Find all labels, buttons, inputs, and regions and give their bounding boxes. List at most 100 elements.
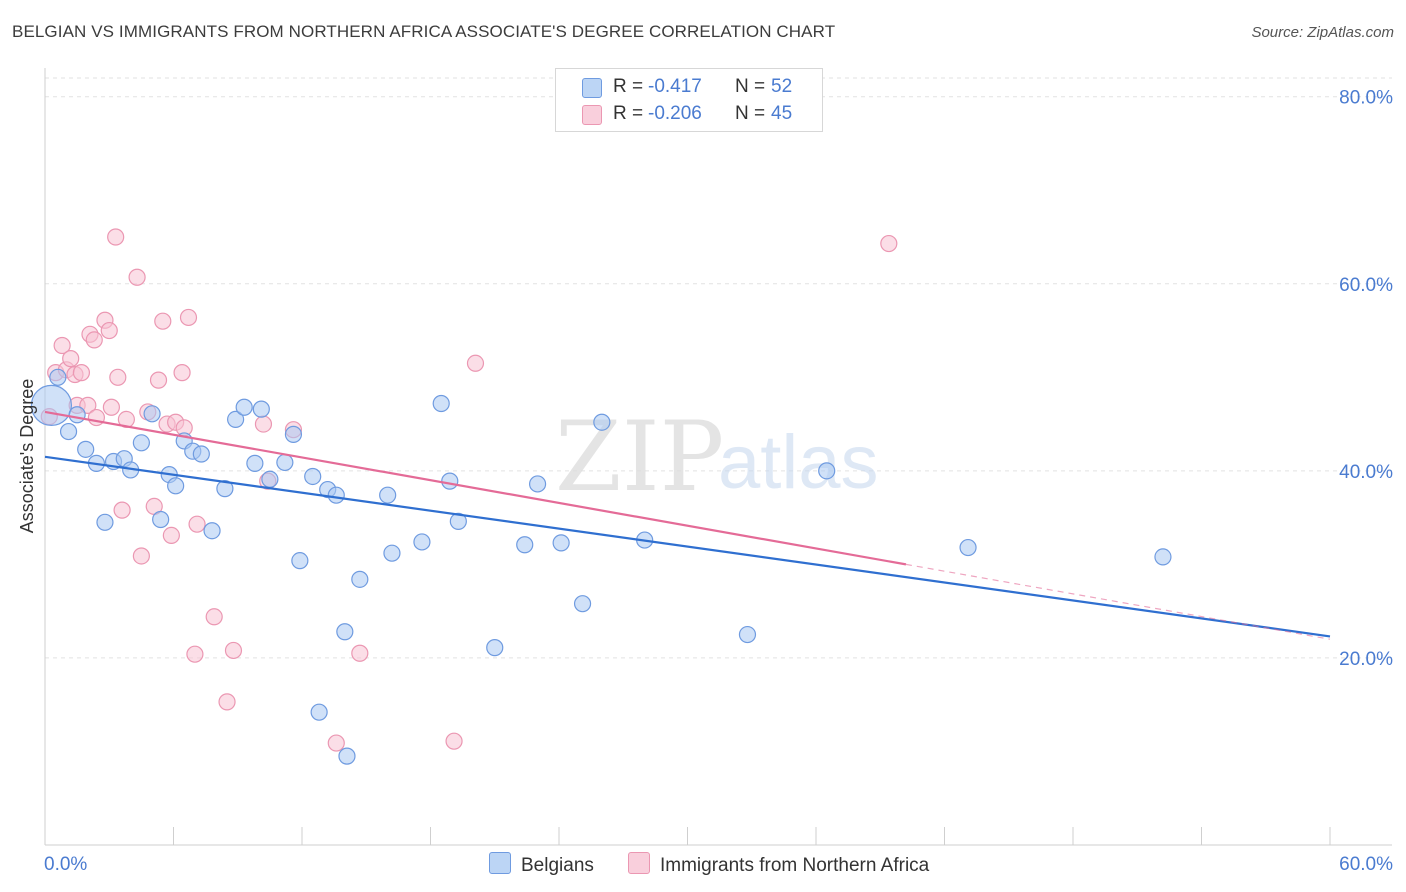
belgians-point (49, 368, 67, 386)
belgians-point (310, 703, 328, 721)
x-tick-label: 0.0% (44, 854, 87, 875)
immigrants-point (162, 526, 180, 544)
chart-title: BELGIAN VS IMMIGRANTS FROM NORTHERN AFRI… (12, 22, 836, 41)
watermark-zip: ZIP (555, 401, 724, 513)
stats-legend: R = -0.417 N = 52 R = -0.206 N = 45 (555, 68, 823, 132)
immigrants-point (445, 732, 463, 750)
belgians-point (246, 454, 264, 472)
y-tick-label: 20.0% (1339, 649, 1393, 670)
belgians-point (441, 472, 459, 490)
belgians-point (552, 534, 570, 552)
belgians-point (96, 513, 114, 531)
belgians-point (284, 425, 303, 443)
immigrants-trend-line (44, 410, 907, 566)
immigrants-point (327, 734, 345, 752)
immigrants-point (154, 312, 172, 330)
belgians-point (143, 405, 161, 423)
belgians-point (235, 398, 253, 416)
belgians-point (261, 470, 279, 488)
belgians-point (818, 462, 836, 480)
immigrants-trend-extension (905, 563, 1331, 640)
y-tick-label: 80.0% (1339, 88, 1393, 109)
belgians-point (167, 477, 185, 495)
immigrants-point (173, 364, 191, 382)
immigrants-point (113, 501, 131, 519)
belgians-point (77, 440, 95, 458)
belgians-point (203, 522, 221, 540)
grid-lines (45, 77, 1392, 659)
immigrants-point (149, 371, 168, 389)
belgians-legend-swatch (489, 852, 511, 874)
belgians-point (1154, 548, 1172, 566)
belgians-point (291, 552, 309, 570)
axes (44, 68, 1392, 846)
belgians-point (227, 410, 245, 429)
belgians-point (252, 400, 270, 418)
belgians-point (132, 434, 150, 452)
immigrants-legend-label: Immigrants from Northern Africa (660, 855, 930, 876)
belgians-point (68, 406, 86, 424)
belgians-trend-line (44, 455, 1331, 638)
belgians-point (379, 486, 397, 504)
belgians-point (152, 510, 170, 529)
belgians-point (192, 445, 210, 463)
belgians-point (413, 533, 431, 551)
belgians-point (432, 394, 450, 413)
legend-row-belgians: R = -0.417 N = 52 (556, 73, 822, 101)
belgians-point (738, 625, 757, 644)
immigrants-point (100, 321, 118, 340)
belgians-point (276, 453, 294, 472)
immigrants-point (128, 268, 146, 286)
immigrants-point (107, 228, 125, 246)
belgians-point (338, 747, 356, 765)
belgians-point (516, 536, 534, 554)
n-label: N = (735, 76, 766, 97)
immigrants-point (218, 693, 236, 711)
belgians-point (304, 467, 322, 486)
belgians-swatch (582, 78, 602, 98)
watermark-atlas: atlas (718, 420, 879, 505)
source-credit: Source: ZipAtlas.com (1251, 24, 1394, 41)
n-value: 52 (771, 76, 793, 97)
immigrants-point (53, 336, 71, 355)
belgians-point (336, 623, 354, 641)
x-tick-label: 60.0% (1339, 854, 1393, 875)
y-tick-label: 60.0% (1339, 275, 1393, 296)
immigrants-point (466, 354, 485, 372)
belgians-point (573, 595, 592, 613)
immigrants-point (205, 608, 223, 626)
r-label: R = (613, 76, 644, 97)
legend-row-immigrants: R = -0.206 N = 45 (556, 100, 822, 128)
n-value: 45 (771, 103, 793, 124)
n-label: N = (735, 103, 766, 124)
immigrants-legend-swatch (628, 852, 650, 874)
immigrants-point (87, 408, 106, 427)
immigrants-point (186, 645, 204, 663)
y-axis-label: Associate's Degree (17, 379, 37, 534)
immigrants-point (179, 308, 198, 327)
immigrants-point (102, 398, 120, 416)
immigrants-point (62, 350, 80, 368)
legend-item-belgians[interactable]: Belgians (489, 852, 594, 877)
belgians-points (30, 368, 1172, 765)
immigrants-point (351, 644, 369, 662)
belgians-point (486, 639, 504, 657)
y-tick-label: 40.0% (1339, 462, 1393, 483)
belgians-point (593, 413, 611, 431)
belgians-point (528, 475, 547, 493)
immigrants-point (85, 331, 103, 349)
r-label: R = (613, 103, 644, 124)
immigrants-swatch (582, 105, 602, 125)
trend-lines (44, 410, 1331, 640)
belgians-legend-label: Belgians (521, 855, 594, 876)
belgians-point (959, 538, 977, 557)
immigrants-point (224, 641, 243, 660)
belgians-point (59, 422, 78, 441)
immigrants-point (188, 515, 206, 533)
r-value: -0.417 (648, 76, 702, 97)
r-value: -0.206 (648, 103, 702, 124)
legend-item-immigrants[interactable]: Immigrants from Northern Africa (628, 852, 929, 877)
immigrants-point (254, 415, 273, 433)
belgians-point (327, 486, 345, 504)
